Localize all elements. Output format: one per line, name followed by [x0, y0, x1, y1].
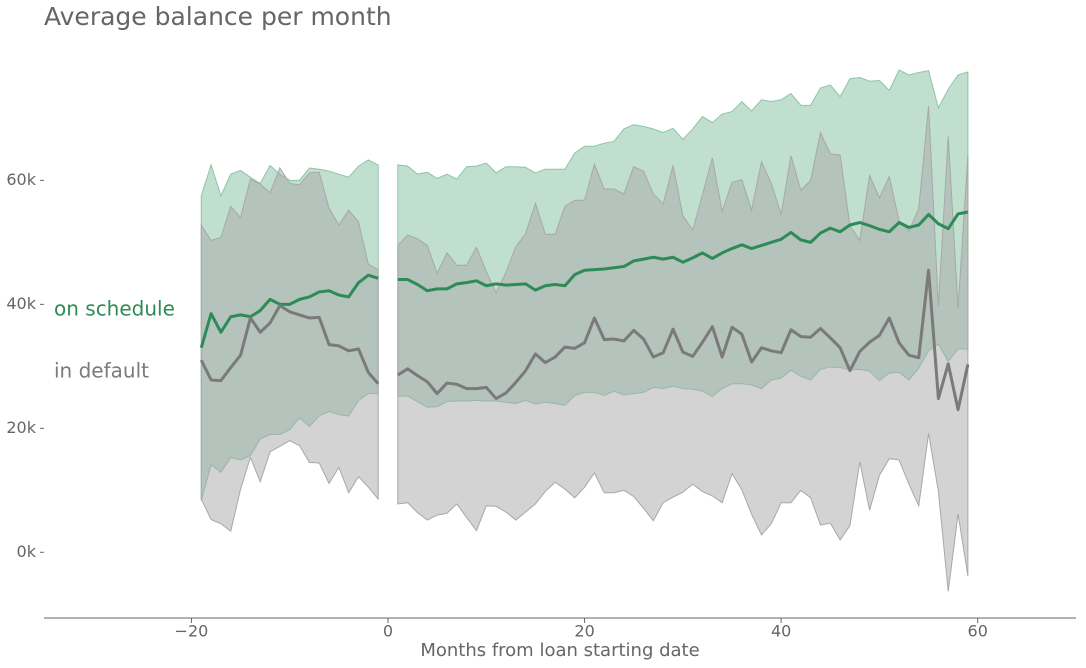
x-axis-label: Months from loan starting date — [420, 640, 699, 661]
y-tick-label: 20k — [6, 418, 36, 437]
x-tick-label: 20 — [574, 622, 594, 641]
x-tick-label: −20 — [175, 622, 209, 641]
line — [199, 268, 970, 412]
legend-label: on schedule — [54, 297, 175, 321]
x-tick-label: 40 — [771, 622, 791, 641]
legend-label: in default — [54, 359, 149, 383]
y-tick-label: 0k — [17, 542, 37, 561]
x-tick-label: 60 — [968, 622, 988, 641]
y-tick-label: 60k — [6, 170, 36, 189]
band — [200, 105, 969, 592]
y-tick-label: 40k — [6, 294, 36, 313]
x-tick-label: 0 — [383, 622, 393, 641]
chart-title: Average balance per month — [44, 2, 392, 31]
line — [199, 210, 969, 349]
